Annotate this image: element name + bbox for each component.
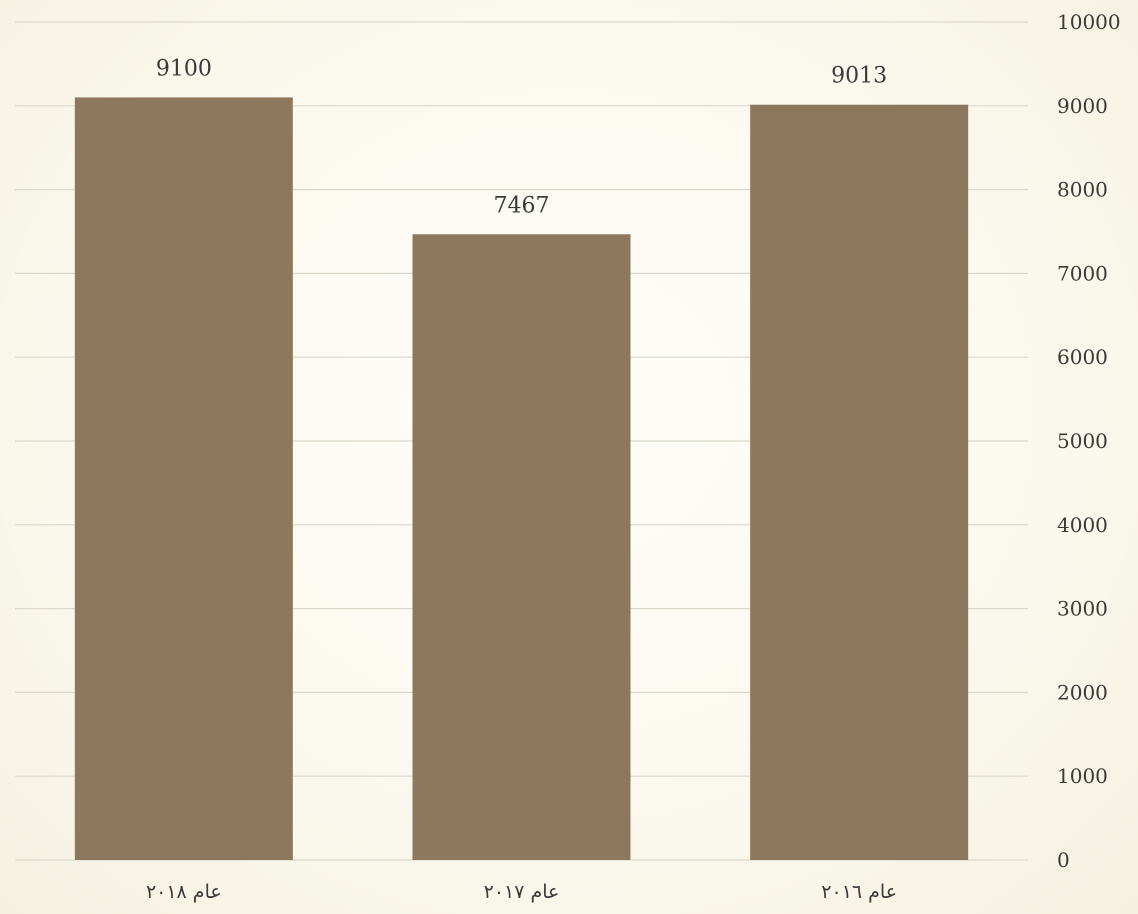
y-tick-label-4000: 4000 bbox=[1057, 513, 1108, 537]
y-axis: 0 1000 2000 3000 4000 5000 6000 7000 8000 9000 100… bbox=[1057, 10, 1121, 872]
x-tick-label-3: عام ٢٠١٦ bbox=[821, 881, 897, 903]
y-tick-label-0: 0 bbox=[1057, 848, 1070, 872]
bar-3 bbox=[750, 104, 969, 861]
y-tick-label-9000: 9000 bbox=[1057, 94, 1108, 118]
y-tick-label-2000: 2000 bbox=[1057, 680, 1108, 704]
y-tick-label-7000: 7000 bbox=[1057, 261, 1108, 285]
data-label-3: 9013 bbox=[831, 64, 887, 89]
y-tick-label-1000: 1000 bbox=[1057, 764, 1108, 788]
y-tick-label-6000: 6000 bbox=[1057, 345, 1108, 369]
bar-1 bbox=[74, 97, 293, 861]
y-tick-label-5000: 5000 bbox=[1057, 429, 1108, 453]
y-tick-label-8000: 8000 bbox=[1057, 178, 1108, 202]
bars bbox=[74, 97, 969, 861]
y-tick-label-3000: 3000 bbox=[1057, 597, 1108, 621]
x-tick-label-1: عام ٢٠١٨ bbox=[146, 881, 222, 903]
data-label-2: 7467 bbox=[494, 193, 550, 218]
data-label-1: 9100 bbox=[156, 56, 212, 81]
x-axis: عام ٢٠١٨ عام ٢٠١٧ عام ٢٠١٦ bbox=[146, 881, 897, 903]
bar-2 bbox=[412, 234, 631, 861]
data-labels: 9100 7467 9013 bbox=[156, 56, 887, 218]
y-tick-label-10000: 10000 bbox=[1057, 10, 1121, 34]
x-tick-label-2: عام ٢٠١٧ bbox=[484, 881, 560, 903]
